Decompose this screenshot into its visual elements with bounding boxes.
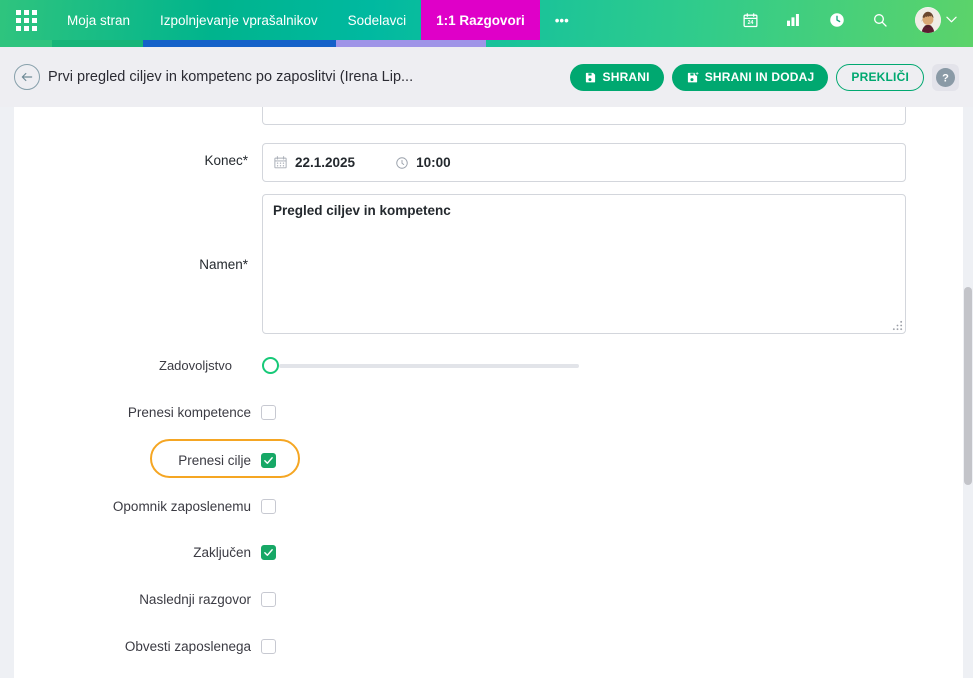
svg-text:?: ?	[942, 72, 949, 84]
svg-text:24: 24	[747, 19, 753, 25]
